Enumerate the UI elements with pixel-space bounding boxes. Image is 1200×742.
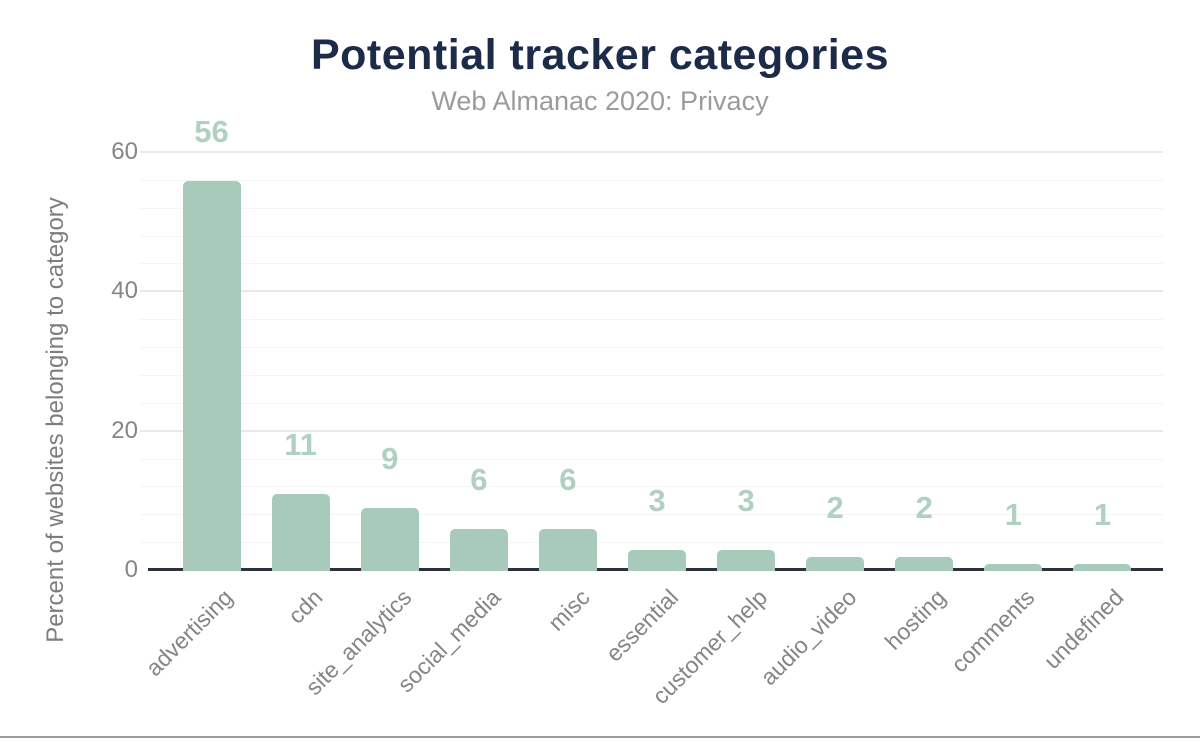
- gridline-minor: [140, 542, 1163, 544]
- bottom-border: [0, 736, 1200, 738]
- bar: [1073, 564, 1132, 571]
- x-tick-label-text: essential: [600, 584, 684, 667]
- bar-value-label: 1: [1093, 497, 1112, 533]
- gridline-minor: [140, 374, 1163, 376]
- bar: [895, 557, 954, 571]
- bar: [538, 529, 597, 571]
- bar-value-label: 2: [915, 490, 933, 526]
- x-tick-label-text: advertising: [140, 584, 238, 682]
- gridline-minor: [140, 235, 1163, 237]
- x-tick-label-text: misc: [542, 584, 595, 636]
- bar: [271, 494, 330, 571]
- gridline-minor: [140, 458, 1163, 460]
- y-tick-label: 20: [111, 416, 138, 444]
- bar: [717, 550, 776, 571]
- bar-value-label: 6: [559, 462, 577, 498]
- bar: [182, 180, 241, 571]
- bar-value-label: 2: [826, 490, 844, 526]
- bar: [628, 550, 686, 571]
- gridline-minor: [140, 486, 1163, 488]
- gridline-major: [140, 290, 1163, 293]
- gridline-minor: [140, 347, 1163, 349]
- gridline-minor: [140, 179, 1163, 181]
- x-tick-label-text: hosting: [879, 584, 951, 655]
- chart-subtitle: Web Almanac 2020: Privacy: [431, 86, 769, 116]
- bar-value-label: 6: [470, 462, 488, 498]
- gridline-major: [140, 151, 1163, 153]
- bar: [360, 508, 419, 571]
- chart-title: Potential tracker categories: [310, 31, 890, 79]
- gridline-minor: [140, 514, 1163, 516]
- bar-value-label: 1: [1004, 497, 1022, 533]
- bar-value-label: 56: [194, 113, 229, 149]
- gridline-minor: [140, 402, 1163, 404]
- gridline-major: [140, 429, 1163, 432]
- x-tick-label-text: undefined: [1039, 584, 1129, 674]
- x-tick-label-text: cdn: [282, 584, 328, 629]
- gridline-minor: [140, 263, 1163, 265]
- bar: [806, 557, 865, 571]
- y-tick-label: 60: [111, 138, 138, 165]
- bar-value-label: 11: [284, 427, 318, 463]
- gridline-minor: [140, 319, 1163, 321]
- bar-value-label: 3: [648, 483, 666, 519]
- bar: [449, 529, 508, 571]
- y-tick-label: 40: [111, 277, 138, 305]
- bar: [984, 564, 1043, 571]
- bar-value-label: 9: [381, 441, 399, 477]
- x-tick-label-text: comments: [946, 584, 1040, 678]
- y-tick-label: 0: [124, 556, 138, 583]
- bar-value-label: 3: [737, 483, 755, 519]
- gridline-minor: [140, 207, 1163, 209]
- x-tick-label-text: audio_video: [755, 584, 862, 691]
